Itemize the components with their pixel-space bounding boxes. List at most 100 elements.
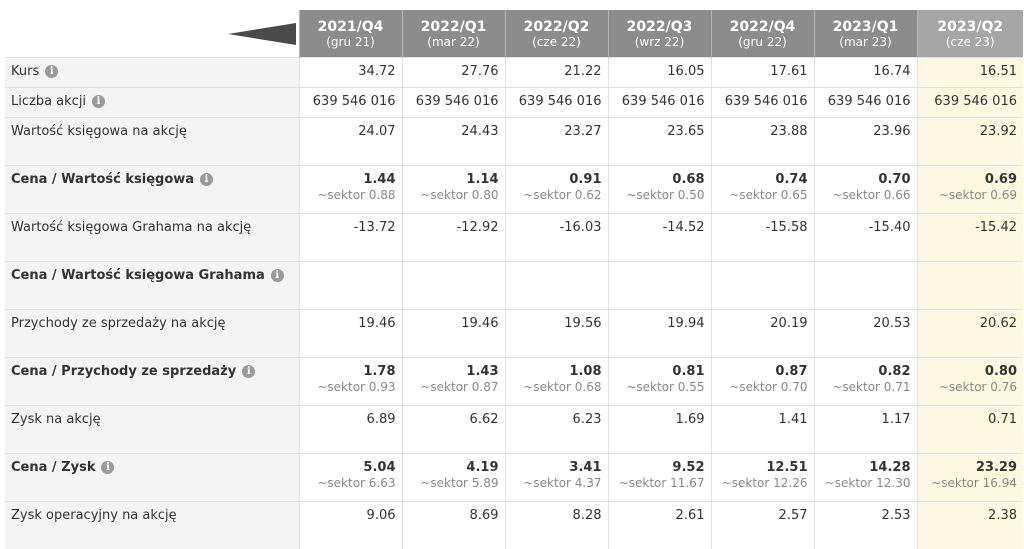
info-icon[interactable]: i: [270, 268, 284, 282]
info-icon[interactable]: i: [45, 64, 59, 78]
quarter-header: 2022/Q3 (wrz 22): [607, 10, 711, 57]
cell-value: 2.57: [778, 507, 808, 523]
value-cell: -15.40: [813, 212, 917, 261]
value-cell: -12.92: [401, 212, 505, 261]
value-cell: 2.61: [607, 500, 711, 549]
cell-value: 639 546 016: [312, 93, 396, 109]
value-cell: 6.62: [401, 404, 505, 453]
quarter-title: 2021/Q4: [317, 18, 384, 35]
value-cell: 14.28 ~sektor 12.30: [813, 452, 917, 501]
quarter-date: (mar 22): [427, 34, 480, 49]
cell-value: 34.72: [358, 63, 396, 79]
quarter-title: 2023/Q2: [937, 18, 1004, 35]
value-cell: 639 546 016: [298, 86, 402, 117]
row-label: Liczba akcji: [11, 93, 87, 109]
value-cell: 23.92: [916, 116, 1023, 165]
value-cell: [710, 260, 814, 309]
row-label: Zysk operacyjny na akcję: [11, 507, 177, 523]
cell-value: 24.07: [358, 123, 396, 139]
cell-value: 0.87: [775, 363, 808, 379]
info-icon[interactable]: i: [242, 364, 256, 378]
value-cell: 8.28: [504, 500, 608, 549]
cell-value: 23.92: [979, 123, 1017, 139]
sector-value: ~sektor 0.93: [317, 379, 396, 394]
sector-value: ~sektor 6.63: [317, 475, 396, 490]
table-row: Kurs i 34.72 27.76 21.22 16.05 17.61 16.74 16.51: [5, 56, 1023, 87]
sector-value: ~sektor 0.62: [523, 187, 602, 202]
cell-value: 14.28: [869, 459, 911, 475]
quarter-header: 2022/Q4 (gru 22): [710, 10, 814, 57]
sector-value: ~sektor 12.30: [824, 475, 911, 490]
cell-value: 20.19: [770, 315, 808, 331]
value-cell: 23.29 ~sektor 16.94: [916, 452, 1023, 501]
sector-value: ~sektor 0.68: [523, 379, 602, 394]
row-label: Zysk na akcję: [11, 411, 101, 427]
quarter-date: (cze 22): [532, 34, 581, 49]
row-label: Przychody ze sprzedaży na akcję: [11, 315, 226, 331]
sector-value: ~sektor 11.67: [618, 475, 705, 490]
value-cell: 0.81 ~sektor 0.55: [607, 356, 711, 405]
cell-value: 8.28: [572, 507, 602, 523]
value-cell: 16.74: [813, 56, 917, 87]
value-cell: [607, 260, 711, 309]
cell-value: 639 546 016: [934, 93, 1017, 109]
quarter-title: 2022/Q1: [420, 18, 487, 35]
sector-value: ~sektor 5.89: [420, 475, 499, 490]
cell-value: 0.69: [984, 171, 1017, 187]
table-row: Przychody ze sprzedaży na akcję 19.46 19.4…: [5, 308, 1023, 357]
value-cell: 24.43: [401, 116, 505, 165]
sector-value: ~sektor 0.80: [420, 187, 499, 202]
quarter-title: 2022/Q2: [523, 18, 590, 35]
value-cell: 3.41 ~sektor 4.37: [504, 452, 608, 501]
header-row: 2021/Q4 (gru 21) 2022/Q1 (mar 22) 2022/Q2 (cz…: [5, 10, 1023, 57]
value-cell: -16.03: [504, 212, 608, 261]
quarter-header: 2022/Q1 (mar 22): [401, 10, 505, 57]
scroll-left-arrow-icon[interactable]: [227, 23, 296, 45]
value-cell: [504, 260, 608, 309]
cell-value: 0.91: [569, 171, 602, 187]
value-cell: -15.58: [710, 212, 814, 261]
cell-value: 0.74: [775, 171, 808, 187]
value-cell: 639 546 016: [916, 86, 1023, 117]
cell-value: -12.92: [456, 219, 499, 235]
indicators-table: 2021/Q4 (gru 21) 2022/Q1 (mar 22) 2022/Q2 (cz…: [5, 10, 1023, 549]
cell-value: 8.69: [469, 507, 499, 523]
cell-value: 27.76: [461, 63, 499, 79]
value-cell: 23.88: [710, 116, 814, 165]
value-cell: 12.51 ~sektor 12.26: [710, 452, 814, 501]
info-icon[interactable]: i: [200, 172, 214, 186]
value-cell: 1.17: [813, 404, 917, 453]
value-cell: [916, 260, 1023, 309]
value-cell: 34.72: [298, 56, 402, 87]
quarter-header: 2023/Q1 (mar 23): [813, 10, 917, 57]
cell-value: 5.04: [363, 459, 396, 475]
cell-value: 639 546 016: [415, 93, 499, 109]
info-icon[interactable]: i: [101, 460, 115, 474]
info-icon[interactable]: i: [92, 94, 106, 108]
table-row: Cena / Zysk i 5.04 ~sektor 6.63 4.19 ~sektor …: [5, 452, 1023, 501]
cell-value: -15.40: [868, 219, 911, 235]
value-cell: [813, 260, 917, 309]
value-cell: 639 546 016: [813, 86, 917, 117]
quarter-title: 2022/Q4: [729, 18, 796, 35]
quarter-date: (mar 23): [839, 34, 892, 49]
scroll-left-control[interactable]: [5, 10, 299, 57]
cell-value: 6.62: [469, 411, 499, 427]
sector-value: ~sektor 0.55: [626, 379, 705, 394]
quarter-header: 2022/Q2 (cze 22): [504, 10, 608, 57]
value-cell: 27.76: [401, 56, 505, 87]
cell-value: 6.89: [366, 411, 396, 427]
value-cell: 6.89: [298, 404, 402, 453]
table-row: Wartość księgowa na akcję 24.07 24.43 23.27…: [5, 116, 1023, 165]
value-cell: 9.52 ~sektor 11.67: [607, 452, 711, 501]
cell-value: 3.41: [569, 459, 602, 475]
quarter-header: 2021/Q4 (gru 21): [298, 10, 402, 57]
cell-value: 0.82: [878, 363, 911, 379]
cell-value: 639 546 016: [518, 93, 602, 109]
cell-value: 4.19: [466, 459, 499, 475]
value-cell: [298, 260, 402, 309]
cell-value: 1.14: [466, 171, 499, 187]
cell-value: 19.94: [667, 315, 705, 331]
cell-value: 9.06: [366, 507, 396, 523]
sector-value: ~sektor 0.76: [938, 379, 1017, 394]
